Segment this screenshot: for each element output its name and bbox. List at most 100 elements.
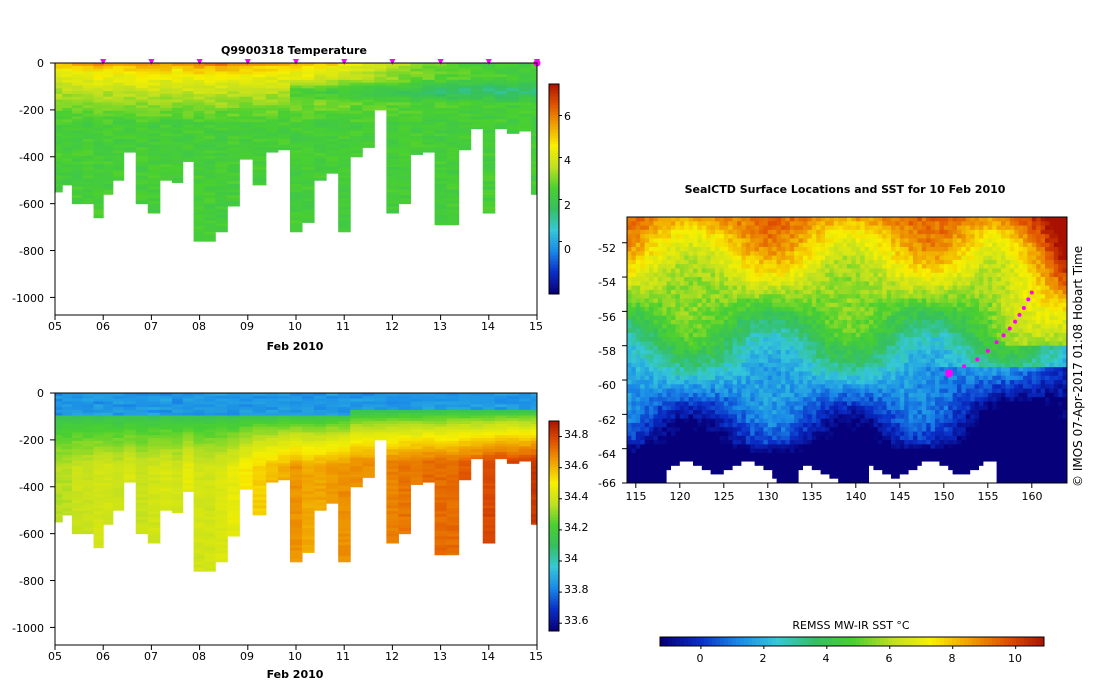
sst-cell xyxy=(684,238,690,244)
temperature-cell xyxy=(55,161,63,165)
sst-cell xyxy=(948,234,954,240)
temperature-cell xyxy=(350,153,363,157)
temperature-cell xyxy=(215,91,228,95)
salinity-cell xyxy=(446,449,460,453)
sst-cell xyxy=(798,247,804,252)
temperature-cell xyxy=(239,79,254,84)
temperature-cell xyxy=(204,108,216,112)
temperature-cell xyxy=(135,93,149,98)
temperature-cell xyxy=(215,99,228,103)
salinity-cell xyxy=(277,398,291,402)
temperature-cell xyxy=(289,183,303,188)
sst-cell xyxy=(741,217,747,222)
temperature-cell xyxy=(252,178,267,182)
salinity-cell xyxy=(252,415,267,419)
temperature-cell xyxy=(71,74,84,78)
salinity-cell xyxy=(374,393,387,397)
sst-cell xyxy=(948,221,954,227)
sst-cell xyxy=(820,247,826,252)
salinity-cell xyxy=(338,415,351,419)
salinity-cell xyxy=(193,530,205,535)
salinity-cell xyxy=(410,446,424,450)
temperature-cell xyxy=(470,102,484,106)
temperature-cell xyxy=(410,141,424,146)
sst-cell xyxy=(829,251,835,257)
temperature-cell xyxy=(470,119,484,123)
temperature-cell xyxy=(338,82,351,87)
salinity-cell xyxy=(123,418,137,422)
salinity-cell xyxy=(374,438,387,441)
salinity-cell xyxy=(239,452,254,456)
temperature-cell xyxy=(71,110,84,115)
salinity-cell xyxy=(530,407,537,411)
temperature-cell xyxy=(135,189,149,193)
sst-cell xyxy=(675,251,681,257)
salinity-cell xyxy=(362,412,375,417)
salinity-cell xyxy=(518,401,532,405)
salinity-cell xyxy=(434,412,448,417)
salinity-cell xyxy=(82,423,95,428)
salinity-cell xyxy=(326,460,339,464)
temperature-cell xyxy=(446,158,460,162)
sst-cell xyxy=(1031,255,1037,261)
salinity-profile xyxy=(326,393,339,504)
sst-cell xyxy=(1045,221,1050,227)
sst-cell xyxy=(1018,221,1024,227)
colorbar-swatch xyxy=(549,279,559,283)
salinity-cell xyxy=(71,409,84,414)
salinity-cell xyxy=(434,432,448,436)
salinity-cell xyxy=(446,528,460,532)
salinity-cell xyxy=(434,528,448,532)
temperature-cell xyxy=(135,124,149,129)
salinity-cell xyxy=(277,440,291,445)
salinity-cell xyxy=(171,457,184,462)
salinity-cell xyxy=(374,432,387,436)
temperature-cell xyxy=(518,116,532,120)
salinity-cell xyxy=(265,446,279,450)
sst-cell xyxy=(719,234,725,240)
temperature-cell xyxy=(204,85,216,89)
temperature-cell xyxy=(252,96,267,101)
salinity-cell xyxy=(171,393,184,397)
sst-cell xyxy=(662,221,668,227)
temperature-cell xyxy=(386,102,399,106)
salinity-cell xyxy=(398,528,411,532)
temperature-cell xyxy=(470,85,484,89)
sst-cell xyxy=(776,221,782,227)
temperature-cell xyxy=(71,189,84,193)
salinity-cell xyxy=(159,432,173,436)
salinity-cell xyxy=(398,513,411,518)
salinity-cell xyxy=(112,423,125,428)
temperature-panel: Q9900318 Temperature 0 -200 -400 -600 -8… xyxy=(12,44,571,353)
salinity-cell xyxy=(227,393,240,397)
colorbar-swatch xyxy=(549,174,559,178)
sst-cell xyxy=(974,242,980,248)
salinity-cell xyxy=(458,452,472,456)
salinity-cell xyxy=(147,398,161,402)
salinity-cell xyxy=(193,542,205,546)
sst-cell xyxy=(921,251,927,257)
temperature-cell xyxy=(482,206,496,210)
sst-cell xyxy=(899,238,905,244)
sst-cell xyxy=(789,229,795,235)
sst-cell xyxy=(1058,217,1064,222)
sst-cell xyxy=(877,251,883,257)
temperature-cell xyxy=(204,169,216,174)
salinity-cell xyxy=(482,528,496,532)
temperature-cell xyxy=(458,88,472,92)
salinity-cell xyxy=(227,395,240,400)
temperature-cell xyxy=(82,93,95,98)
salinity-cell xyxy=(434,452,448,456)
temperature-cell xyxy=(103,65,114,70)
salinity-cell xyxy=(434,429,448,433)
salinity-cell xyxy=(362,457,375,462)
salinity-cell xyxy=(289,547,303,552)
temperature-cell xyxy=(494,65,508,70)
temperature-cell xyxy=(123,150,137,153)
temperature-cell xyxy=(314,172,327,177)
temperature-cell xyxy=(302,88,315,92)
sst-cell xyxy=(763,217,769,222)
temperature-cell xyxy=(302,155,315,160)
salinity-cell xyxy=(82,466,95,470)
salinity-cell xyxy=(434,421,448,425)
